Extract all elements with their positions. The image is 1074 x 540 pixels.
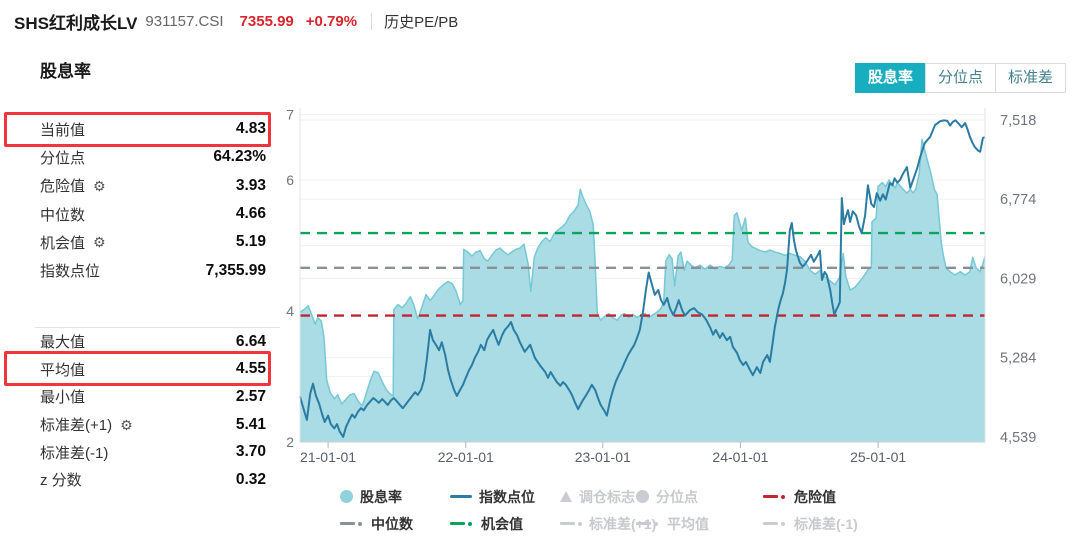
dash-dot-marker-icon bbox=[763, 521, 787, 526]
history-pe-pb-link[interactable]: 历史PE/PB bbox=[384, 13, 459, 31]
stat-label: z 分数 bbox=[40, 472, 82, 490]
dash-dot-marker-icon bbox=[763, 494, 787, 499]
circle-marker-icon bbox=[340, 490, 353, 503]
stat-label: 最小值 bbox=[40, 389, 86, 407]
legend-row-2: 中位数 机会值 标准差(+1) 平均值 标准差(-1) bbox=[334, 510, 1014, 537]
stat-value: 3.93 bbox=[235, 176, 266, 194]
panel-title: 股息率 bbox=[40, 62, 91, 81]
legend-item-std-plus1[interactable]: 标准差(+1) bbox=[554, 514, 656, 534]
stat-label: 最大值 bbox=[40, 334, 86, 352]
stat-row-zscore: z 分数 0.32 bbox=[0, 466, 280, 494]
legend-item-mean[interactable]: 平均值 bbox=[630, 514, 757, 534]
stat-value: 2.57 bbox=[235, 387, 266, 405]
stat-value: 5.19 bbox=[235, 233, 266, 251]
legend-item-dividend-yield[interactable]: 股息率 bbox=[334, 487, 444, 507]
stat-value: 4.66 bbox=[235, 205, 266, 223]
stats-divider bbox=[35, 327, 280, 328]
stat-value: 6.64 bbox=[235, 332, 266, 350]
svg-text:7: 7 bbox=[286, 107, 294, 123]
index-change: +0.79% bbox=[305, 12, 358, 30]
stats-panel-top: 当前值 4.83 分位点 64.23% 危险值 ⚙ 3.93 中位数 4.66 机… bbox=[0, 115, 280, 285]
legend-item-index-level[interactable]: 指数点位 bbox=[444, 487, 554, 507]
gear-icon[interactable]: ⚙ bbox=[93, 177, 106, 194]
stat-row-mean: 平均值 4.55 bbox=[0, 356, 280, 384]
stat-value: 5.41 bbox=[235, 415, 266, 433]
dash-dot-marker-icon bbox=[560, 521, 582, 526]
stat-label: 指数点位 bbox=[40, 263, 101, 281]
dash-dot-marker-icon bbox=[450, 521, 474, 526]
stat-row-index-level: 指数点位 7,355.99 bbox=[0, 256, 280, 284]
chart-canvas[interactable]: 21-01-01 22-01-01 23-01-01 24-01-01 25-01-01… bbox=[0, 0, 1074, 482]
legend-item-percentile[interactable]: 分位点 bbox=[630, 487, 757, 507]
metric-tab-group: 股息率 分位点 标准差 bbox=[855, 63, 1066, 93]
stat-label: 机会值 bbox=[40, 234, 86, 252]
svg-text:6,774: 6,774 bbox=[1000, 192, 1036, 208]
chart-legend: 股息率 指数点位 调仓标志 分位点 危险值 中位数 机会值 标准差 bbox=[334, 483, 1014, 537]
svg-text:4: 4 bbox=[286, 303, 294, 319]
stats-panel-bottom: 最大值 6.64 平均值 4.55 最小值 2.57 标准差(+1) ⚙ 5.41… bbox=[0, 327, 280, 494]
stat-label: 分位点 bbox=[40, 149, 86, 167]
index-code: 931157.CSI bbox=[145, 12, 224, 30]
svg-text:6,029: 6,029 bbox=[1000, 271, 1036, 287]
stat-label: 标准差(-1) bbox=[40, 444, 109, 462]
svg-text:23-01-01: 23-01-01 bbox=[575, 449, 631, 465]
stat-value: 4.55 bbox=[235, 360, 266, 378]
header-divider bbox=[371, 12, 373, 30]
legend-item-danger-value[interactable]: 危险值 bbox=[757, 487, 1014, 507]
index-price: 7355.99 bbox=[239, 12, 294, 30]
svg-text:25-01-01: 25-01-01 bbox=[850, 449, 906, 465]
svg-text:21-01-01: 21-01-01 bbox=[300, 449, 356, 465]
stat-row-max: 最大值 6.64 bbox=[0, 328, 280, 356]
stat-label: 标准差(+1) bbox=[40, 417, 113, 435]
stat-row-std-minus1: 标准差(-1) 3.70 bbox=[0, 438, 280, 466]
stat-label: 当前值 bbox=[40, 121, 86, 139]
stat-row-chance: 机会值 ⚙ 5.19 bbox=[0, 228, 280, 256]
circle-marker-icon bbox=[636, 490, 649, 503]
svg-text:24-01-01: 24-01-01 bbox=[712, 449, 768, 465]
stat-label: 平均值 bbox=[40, 361, 86, 379]
stat-label: 中位数 bbox=[40, 206, 86, 224]
svg-text:22-01-01: 22-01-01 bbox=[438, 449, 494, 465]
legend-row-1: 股息率 指数点位 调仓标志 分位点 危险值 bbox=[334, 483, 1014, 510]
dash-dot-marker-icon bbox=[340, 521, 364, 526]
stat-row-std-plus1: 标准差(+1) ⚙ 5.41 bbox=[0, 411, 280, 439]
stat-row-percentile: 分位点 64.23% bbox=[0, 143, 280, 171]
legend-item-rebalance-flag[interactable]: 调仓标志 bbox=[554, 487, 635, 507]
tab-std-dev[interactable]: 标准差 bbox=[995, 63, 1066, 93]
valuation-chart[interactable]: 21-01-01 22-01-01 23-01-01 24-01-01 25-01-01… bbox=[0, 0, 1074, 482]
gear-icon[interactable]: ⚙ bbox=[120, 416, 133, 433]
svg-text:5,284: 5,284 bbox=[1000, 351, 1036, 367]
triangle-marker-icon bbox=[560, 491, 572, 502]
dash-dot-marker-icon bbox=[636, 521, 660, 526]
stat-row-min: 最小值 2.57 bbox=[0, 383, 280, 411]
legend-item-std-minus1[interactable]: 标准差(-1) bbox=[757, 514, 1014, 534]
legend-item-chance-value[interactable]: 机会值 bbox=[444, 514, 554, 534]
stat-value: 4.83 bbox=[235, 120, 266, 138]
gear-icon[interactable]: ⚙ bbox=[93, 234, 106, 251]
svg-text:6: 6 bbox=[286, 172, 294, 188]
stat-row-current: 当前值 4.83 bbox=[0, 115, 280, 143]
svg-text:2: 2 bbox=[286, 434, 294, 450]
legend-item-median[interactable]: 中位数 bbox=[334, 514, 444, 534]
svg-text:7,518: 7,518 bbox=[1000, 113, 1036, 129]
stat-value: 3.70 bbox=[235, 443, 266, 461]
index-name: SHS红利成长LV bbox=[14, 13, 138, 33]
stat-label: 危险值 bbox=[40, 178, 86, 196]
stat-value: 7,355.99 bbox=[205, 261, 266, 279]
line-marker-icon bbox=[450, 495, 472, 498]
tab-percentile[interactable]: 分位点 bbox=[925, 63, 996, 93]
svg-text:4,539: 4,539 bbox=[1000, 430, 1036, 446]
stat-value: 0.32 bbox=[235, 470, 266, 488]
stat-value: 64.23% bbox=[213, 148, 266, 166]
header-bar: SHS红利成长LV 931157.CSI 7355.99 +0.79% 历史PE… bbox=[14, 8, 458, 34]
stat-row-danger: 危险值 ⚙ 3.93 bbox=[0, 172, 280, 200]
stat-row-median: 中位数 4.66 bbox=[0, 200, 280, 228]
